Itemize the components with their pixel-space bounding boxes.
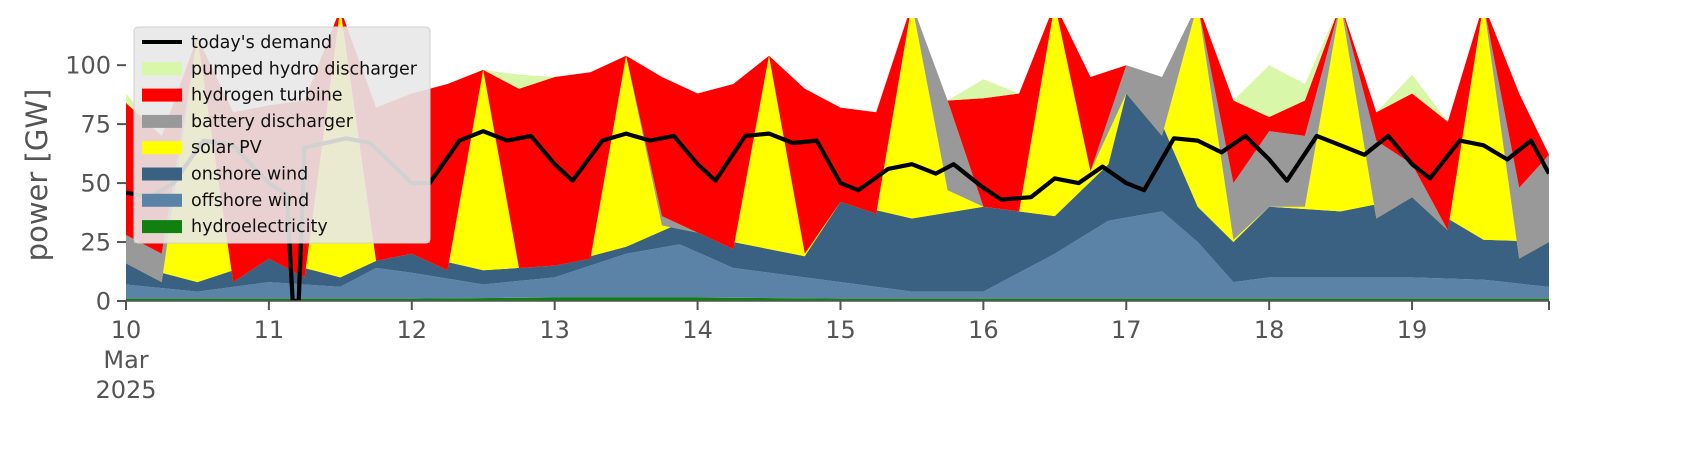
- legend-swatch-offshore-wind: [142, 193, 182, 207]
- y-tick-label: 0: [96, 288, 111, 316]
- legend: today's demand pumped hydro discharger hyd…: [133, 26, 431, 244]
- x-tick-label: 10: [111, 316, 142, 344]
- legend-label-solar-pv: solar PV: [191, 138, 262, 158]
- x-tick-label: 2025: [95, 376, 156, 404]
- y-tick-label: 50: [80, 170, 111, 198]
- x-tick-label: 13: [539, 316, 570, 344]
- legend-label-onshore-wind: onshore wind: [191, 165, 308, 185]
- x-tick-label: 18: [1254, 316, 1285, 344]
- y-tick-label: 75: [80, 111, 111, 139]
- x-tick-label: 15: [825, 316, 856, 344]
- y-axis-label: power [GW]: [20, 89, 54, 262]
- y-tick-label: 25: [80, 229, 111, 257]
- x-tick-label: 12: [397, 316, 428, 344]
- x-tick-label: 11: [254, 316, 285, 344]
- plot-area: [126, 18, 1549, 301]
- legend-swatch-onshore-wind: [142, 167, 182, 181]
- area-pumped-hydro-discharger: [126, 18, 1549, 155]
- legend-label-battery-discharger: battery discharger: [191, 112, 354, 132]
- y-tick-label: 100: [65, 52, 111, 80]
- area-hydrogen-turbine: [126, 18, 1549, 283]
- x-tick-label: 17: [1111, 316, 1142, 344]
- x-tick-label: 16: [968, 316, 999, 344]
- legend-box: [133, 26, 431, 244]
- area-offshore-wind: [126, 211, 1549, 299]
- legend-label-today-s-demand: today's demand: [191, 33, 332, 53]
- legend-swatch-hydroelectricity: [142, 220, 182, 234]
- area-hydroelectricity: [126, 297, 1549, 301]
- legend-label-offshore-wind: offshore wind: [191, 191, 309, 211]
- legend-swatch-pumped-hydro-discharger: [142, 62, 182, 76]
- area-solar-pv: [126, 18, 1549, 283]
- legend-label-hydroelectricity: hydroelectricity: [191, 217, 328, 237]
- x-tick-label: Mar: [103, 346, 148, 374]
- legend-label-pumped-hydro-discharger: pumped hydro discharger: [191, 59, 418, 79]
- area-battery-discharger: [126, 18, 1549, 283]
- legend-swatch-solar-pv: [142, 141, 182, 155]
- legend-swatch-hydrogen-turbine: [142, 88, 182, 102]
- legend-swatch-battery-discharger: [142, 114, 182, 128]
- legend-label-hydrogen-turbine: hydrogen turbine: [191, 86, 343, 106]
- x-tick-label: 14: [682, 316, 713, 344]
- area-onshore-wind: [126, 93, 1549, 292]
- x-tick-label: 19: [1397, 316, 1428, 344]
